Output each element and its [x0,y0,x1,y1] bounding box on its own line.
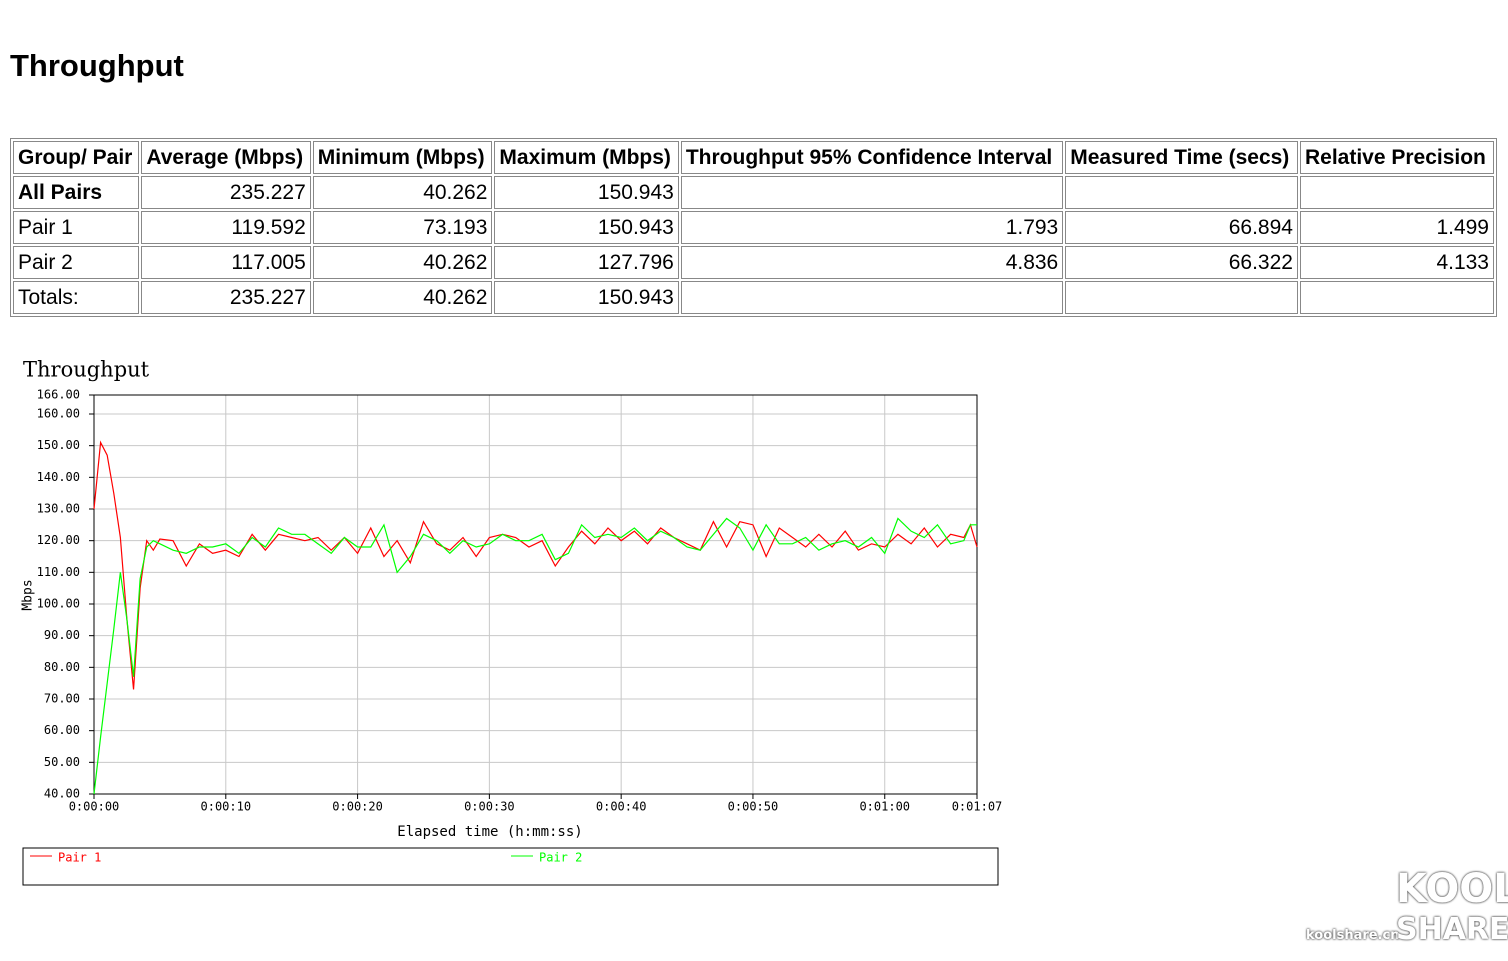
x-tick-label: 0:01:00 [859,800,910,814]
y-tick-label: 80.00 [44,660,80,674]
y-tick-label: 150.00 [37,438,80,452]
x-tick-label: 0:00:20 [332,800,383,814]
y-tick-label: 160.00 [37,407,80,421]
header-cell: Group/ Pair [13,141,140,174]
table-cell: 150.943 [494,176,679,209]
table-cell: Totals: [13,281,140,314]
series-line [93,517,977,795]
table-cell: 117.005 [141,246,311,279]
table-cell: 1.499 [1299,211,1494,244]
y-tick-label: 60.00 [44,723,80,737]
table-cell: 150.943 [494,281,679,314]
table-cell: 119.592 [141,211,311,244]
table-row: Pair 1 119.592 73.193 150.943 1.793 66.894 1.4… [13,211,1494,244]
table-cell: 127.796 [494,246,679,279]
table-cell: 4.133 [1299,246,1494,279]
x-tick-label: 0:00:50 [728,800,779,814]
y-tick-label: 166.00 [37,388,80,402]
chart-title: Throughput [23,358,150,382]
watermark-logo-bottom: SHARE [1396,912,1508,947]
header-cell: Average (Mbps) [141,141,311,174]
table-row: Pair 2 117.005 40.262 127.796 4.836 66.322 4.1… [13,246,1494,279]
y-tick-label: 100.00 [37,597,80,611]
empty-cell [1065,176,1298,209]
x-axis-label: Elapsed time (h:mm:ss) [397,824,582,840]
plot-frame [93,394,978,795]
y-axis-label: Mbps [21,579,36,610]
y-tick-label: 120.00 [37,533,80,547]
throughput-table: Group/ Pair Average (Mbps) Minimum (Mbps) M… [10,138,1497,317]
table-cell: 235.227 [141,281,311,314]
header-cell: Maximum (Mbps) [494,141,679,174]
y-tick-label: 130.00 [37,502,80,516]
table-cell: 66.322 [1065,246,1298,279]
table-cell: 1.793 [680,211,1064,244]
table-cell: Pair 1 [13,211,140,244]
table-row: All Pairs 235.227 40.262 150.943 [13,176,1494,209]
header-cell: Throughput 95% Confidence Interval [680,141,1064,174]
y-tick-label: 50.00 [44,755,80,769]
table-cell: 40.262 [312,246,493,279]
header-cell: Relative Precision [1299,141,1494,174]
y-tick-label: 90.00 [44,628,80,642]
table-cell: 73.193 [312,211,493,244]
table-cell: All Pairs [13,176,140,209]
table-cell: 4.836 [680,246,1064,279]
y-tick-label: 140.00 [37,470,80,484]
watermark-logo-top: KOOL [1396,866,1508,912]
table-body: All Pairs 235.227 40.262 150.943 Pair 1 119.5… [13,176,1494,314]
header-cell: Measured Time (secs) [1065,141,1298,174]
empty-cell [680,281,1064,314]
x-tick-label: 0:00:00 [69,800,120,814]
y-tick-label: 110.00 [37,565,80,579]
table-cell: 40.262 [312,176,493,209]
header-row: Group/ Pair Average (Mbps) Minimum (Mbps) M… [13,141,1494,174]
x-tick-label: 0:00:10 [201,800,252,814]
table-cell: 40.262 [312,281,493,314]
table-cell: 150.943 [494,211,679,244]
y-tick-label: 40.00 [44,787,80,801]
legend-label: Pair 2 [539,851,582,865]
header-cell: Minimum (Mbps) [312,141,493,174]
y-tick-label: 70.00 [44,692,80,706]
x-tick-label: 0:00:30 [464,800,515,814]
legend-box [22,847,999,886]
empty-cell [1299,176,1494,209]
table-cell: 235.227 [141,176,311,209]
x-tick-label: 0:01:07 [952,800,1003,814]
chart: Throughput Elapsed time (h:mm:ss) Mbps 4… [21,358,1003,886]
table-cell: 66.894 [1065,211,1298,244]
page-title: Throughput [10,48,184,83]
empty-cell [1299,281,1494,314]
table-row: Totals: 235.227 40.262 150.943 [13,281,1494,314]
legend-label: Pair 1 [58,851,101,865]
series-line [93,440,978,690]
empty-cell [680,176,1064,209]
x-tick-label: 0:00:40 [596,800,647,814]
empty-cell [1065,281,1298,314]
watermark-site: koolshare.cn [1306,928,1400,943]
table-cell: Pair 2 [13,246,140,279]
